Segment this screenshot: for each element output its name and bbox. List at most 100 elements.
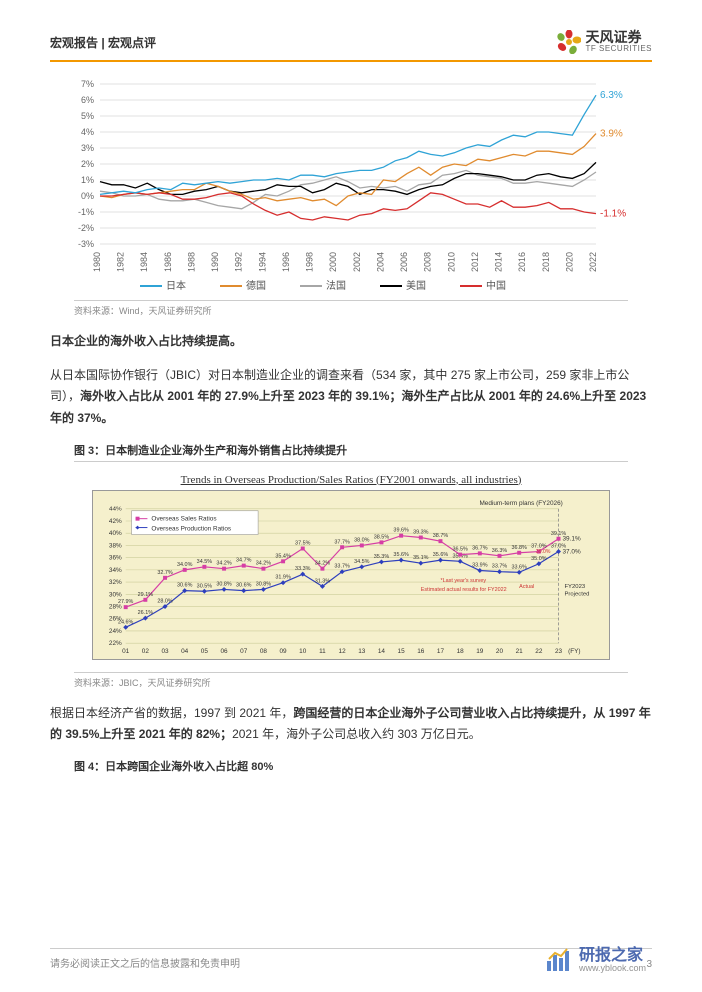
watermark: 研报之家 www.yblook.com [545,947,646,974]
svg-text:(FY): (FY) [568,648,580,655]
svg-text:33.7%: 33.7% [334,563,350,569]
chart2-title: Trends in Overseas Production/Sales Rati… [92,474,610,486]
svg-text:34%: 34% [109,566,122,573]
svg-text:-1%: -1% [78,207,94,217]
svg-text:2018: 2018 [541,252,551,272]
svg-text:2020: 2020 [564,252,574,272]
svg-text:35.6%: 35.6% [393,552,409,558]
svg-text:1986: 1986 [163,252,173,272]
svg-text:10: 10 [299,648,307,655]
svg-text:39.6%: 39.6% [393,527,409,533]
page-header: 宏观报告 | 宏观点评 天风证券 TF SECURITIES [50,30,652,62]
svg-text:38%: 38% [109,542,122,549]
svg-text:09: 09 [280,648,288,655]
svg-text:2014: 2014 [494,252,504,272]
svg-text:2006: 2006 [399,252,409,272]
svg-text:33.9%: 33.9% [472,562,488,568]
svg-text:15: 15 [398,648,406,655]
fig3-title: 图 3：日本制造业企业海外生产和海外销售占比持续提升 [74,442,628,462]
svg-text:17: 17 [437,648,445,655]
svg-text:24.6%: 24.6% [118,619,134,625]
svg-text:36.8%: 36.8% [511,544,527,550]
svg-text:30.6%: 30.6% [177,582,193,588]
svg-text:37.7%: 37.7% [334,539,350,545]
svg-text:2008: 2008 [423,252,433,272]
svg-text:13: 13 [358,648,366,655]
logo-text-cn: 天风证券 [585,30,652,45]
logo-text-en: TF SECURITIES [585,45,652,54]
svg-text:6%: 6% [81,95,94,105]
svg-text:2012: 2012 [470,252,480,272]
svg-text:36%: 36% [109,554,122,561]
svg-text:3.9%: 3.9% [600,129,623,140]
watermark-url: www.yblook.com [579,964,646,974]
chart2-container: Trends in Overseas Production/Sales Rati… [86,468,616,666]
svg-text:38.0%: 38.0% [354,537,370,543]
svg-text:24%: 24% [109,628,122,635]
chart1-container: -3%-2%-1%0%1%2%3%4%5%6%7%198019821984198… [50,76,652,296]
svg-text:20: 20 [496,648,504,655]
svg-text:FY2023: FY2023 [564,584,585,590]
svg-text:7%: 7% [81,79,94,89]
svg-text:1992: 1992 [234,252,244,272]
svg-text:中国: 中国 [486,279,506,292]
chart1-source: 资料来源：Wind，天风证券研究所 [74,300,628,317]
svg-text:Overseas Sales Ratios: Overseas Sales Ratios [151,515,216,522]
svg-text:36.5%: 36.5% [452,546,468,552]
svg-text:34.5%: 34.5% [197,558,213,564]
svg-text:39.3%: 39.3% [413,529,429,535]
svg-text:34.0%: 34.0% [177,561,193,567]
svg-text:1980: 1980 [92,252,102,272]
watermark-brand: 研报之家 [579,947,643,965]
svg-text:34.7%: 34.7% [236,557,252,563]
svg-text:2000: 2000 [328,252,338,272]
svg-text:30.8%: 30.8% [216,581,232,587]
svg-text:12: 12 [339,648,347,655]
svg-text:04: 04 [181,648,189,655]
svg-text:Actual: Actual [519,584,534,590]
svg-text:-2%: -2% [78,223,94,233]
svg-text:34.2%: 34.2% [256,560,272,566]
svg-text:27.9%: 27.9% [118,599,134,605]
svg-text:37.5%: 37.5% [295,540,311,546]
svg-text:35.1%: 35.1% [413,555,429,561]
svg-text:1990: 1990 [210,252,220,272]
chart2-svg: 22%24%26%28%30%32%34%36%38%40%42%44%0102… [93,491,609,659]
svg-text:法国: 法国 [326,279,346,292]
paragraph-3: 根据日本经济产省的数据，1997 到 2021 年，跨国经营的日本企业海外子公司… [50,703,652,746]
svg-text:40%: 40% [109,530,122,537]
svg-text:37.0%: 37.0% [562,548,580,555]
footer-disclaimer: 请务必阅读正文之后的信息披露和免责申明 [50,955,240,970]
svg-text:30%: 30% [109,591,122,598]
svg-text:32%: 32% [109,579,122,586]
svg-text:30.5%: 30.5% [197,583,213,589]
page-number: 3 [646,959,652,970]
svg-text:34.2%: 34.2% [216,560,232,566]
svg-text:2010: 2010 [446,252,456,272]
svg-text:18: 18 [457,648,465,655]
svg-text:26.1%: 26.1% [138,610,154,616]
svg-text:德国: 德国 [246,279,266,292]
svg-text:36.3%: 36.3% [492,547,508,553]
svg-text:Projected: Projected [564,591,589,597]
svg-text:35.6%: 35.6% [433,552,449,558]
svg-text:36.7%: 36.7% [472,545,488,551]
svg-text:35.0%: 35.0% [531,555,547,561]
svg-text:2016: 2016 [517,252,527,272]
paragraph-1: 日本企业的海外收入占比持续提高。 [50,331,652,353]
svg-text:32.7%: 32.7% [157,569,173,575]
svg-text:03: 03 [161,648,169,655]
svg-text:美国: 美国 [406,279,426,292]
svg-text:1982: 1982 [116,252,126,272]
header-category: 宏观报告 | 宏观点评 [50,34,156,51]
svg-text:-3%: -3% [78,239,94,249]
svg-text:16: 16 [417,648,425,655]
svg-text:21: 21 [516,648,524,655]
svg-text:1984: 1984 [139,252,149,272]
svg-text:2002: 2002 [352,252,362,272]
svg-text:0%: 0% [81,191,94,201]
svg-text:2%: 2% [81,159,94,169]
fig4-title: 图 4：日本跨国企业海外收入占比超 80% [74,758,628,777]
svg-text:33.7%: 33.7% [492,563,508,569]
svg-text:29.1%: 29.1% [138,591,154,597]
